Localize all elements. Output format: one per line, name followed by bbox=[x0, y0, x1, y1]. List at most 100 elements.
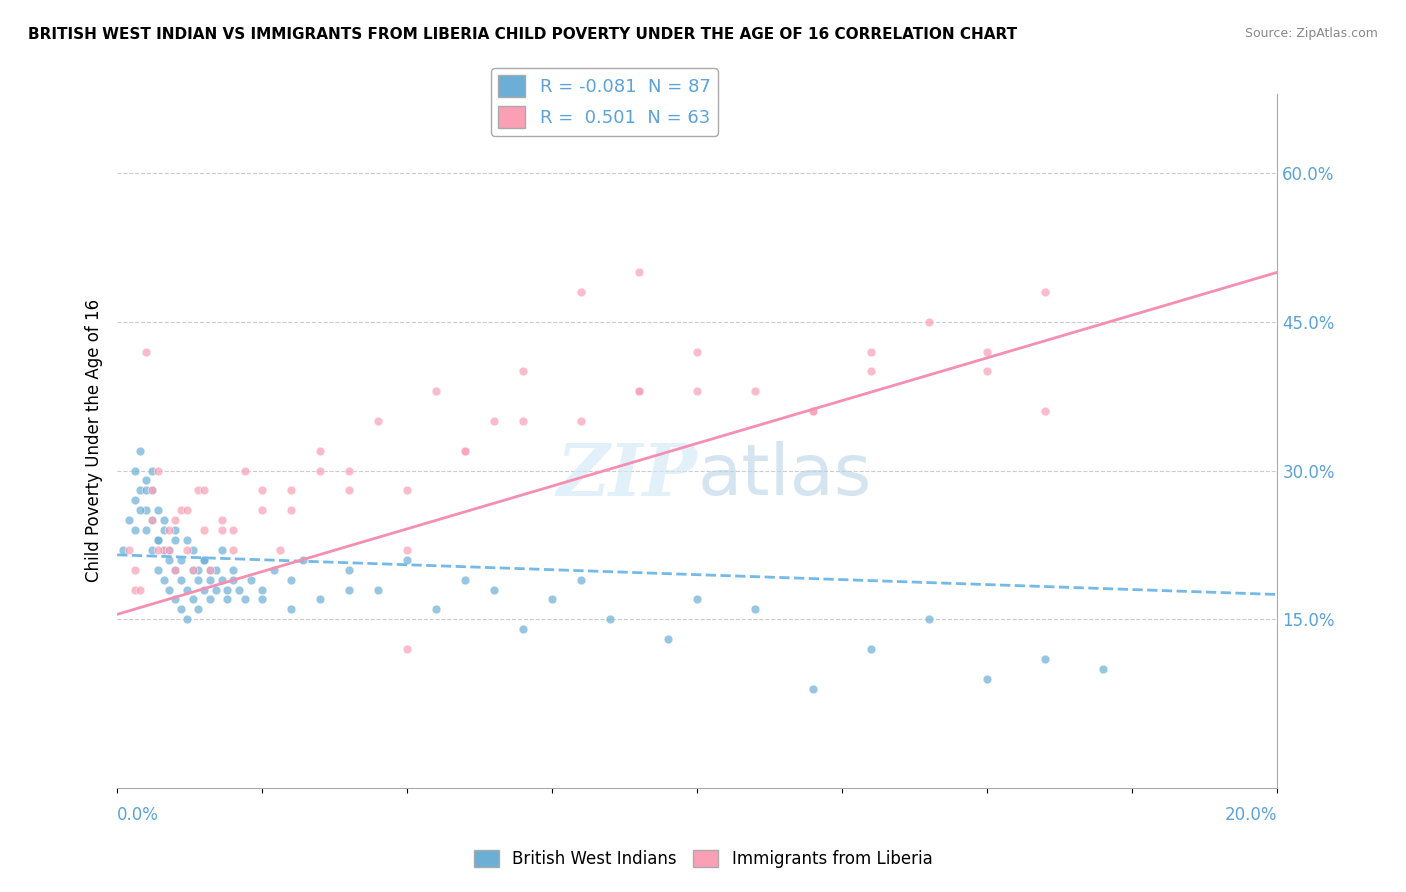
Point bbox=[152, 542, 174, 557]
Point bbox=[157, 542, 180, 557]
Point bbox=[193, 523, 215, 537]
Point bbox=[918, 612, 941, 626]
Point bbox=[337, 464, 360, 478]
Point bbox=[198, 563, 221, 577]
Point bbox=[124, 464, 146, 478]
Point bbox=[198, 573, 221, 587]
Point bbox=[129, 483, 152, 498]
Point bbox=[135, 503, 157, 517]
Point bbox=[801, 681, 824, 696]
Point bbox=[1092, 662, 1115, 676]
Point bbox=[146, 563, 169, 577]
Point bbox=[129, 443, 152, 458]
Text: ZIP: ZIP bbox=[557, 440, 697, 511]
Point bbox=[599, 612, 621, 626]
Point bbox=[367, 582, 389, 597]
Text: Source: ZipAtlas.com: Source: ZipAtlas.com bbox=[1244, 27, 1378, 40]
Point bbox=[176, 542, 198, 557]
Point bbox=[269, 542, 291, 557]
Point bbox=[569, 573, 592, 587]
Point bbox=[512, 414, 534, 428]
Point bbox=[309, 443, 332, 458]
Point bbox=[367, 414, 389, 428]
Point bbox=[1033, 404, 1056, 418]
Point bbox=[744, 602, 766, 616]
Point bbox=[181, 592, 204, 607]
Point bbox=[976, 364, 998, 378]
Point bbox=[187, 573, 209, 587]
Point bbox=[146, 464, 169, 478]
Point bbox=[239, 573, 262, 587]
Point bbox=[686, 384, 709, 399]
Point bbox=[198, 592, 221, 607]
Point bbox=[146, 503, 169, 517]
Point bbox=[141, 513, 163, 527]
Point bbox=[181, 563, 204, 577]
Point bbox=[181, 542, 204, 557]
Point bbox=[801, 404, 824, 418]
Point bbox=[176, 503, 198, 517]
Text: BRITISH WEST INDIAN VS IMMIGRANTS FROM LIBERIA CHILD POVERTY UNDER THE AGE OF 16: BRITISH WEST INDIAN VS IMMIGRANTS FROM L… bbox=[28, 27, 1018, 42]
Point bbox=[222, 563, 245, 577]
Point bbox=[744, 384, 766, 399]
Point bbox=[187, 483, 209, 498]
Point bbox=[484, 582, 506, 597]
Point bbox=[484, 414, 506, 428]
Point bbox=[686, 592, 709, 607]
Point bbox=[165, 523, 187, 537]
Point bbox=[157, 542, 180, 557]
Point bbox=[628, 384, 651, 399]
Point bbox=[204, 582, 226, 597]
Point bbox=[860, 344, 883, 359]
Point bbox=[263, 563, 285, 577]
Point bbox=[211, 573, 233, 587]
Point bbox=[512, 622, 534, 636]
Point bbox=[129, 503, 152, 517]
Point bbox=[135, 474, 157, 488]
Text: atlas: atlas bbox=[697, 441, 872, 510]
Point bbox=[141, 483, 163, 498]
Point bbox=[129, 582, 152, 597]
Point bbox=[337, 563, 360, 577]
Point bbox=[233, 592, 256, 607]
Point bbox=[187, 602, 209, 616]
Point bbox=[170, 553, 193, 567]
Point bbox=[135, 483, 157, 498]
Point bbox=[541, 592, 564, 607]
Point bbox=[204, 563, 226, 577]
Point bbox=[250, 582, 273, 597]
Point bbox=[309, 464, 332, 478]
Point bbox=[157, 523, 180, 537]
Point bbox=[250, 592, 273, 607]
Point bbox=[309, 592, 332, 607]
Point bbox=[396, 483, 419, 498]
Point bbox=[157, 553, 180, 567]
Text: 0.0%: 0.0% bbox=[117, 805, 159, 823]
Point bbox=[976, 672, 998, 686]
Point bbox=[280, 483, 302, 498]
Point bbox=[657, 632, 679, 646]
Point bbox=[686, 344, 709, 359]
Point bbox=[396, 553, 419, 567]
Point bbox=[124, 582, 146, 597]
Point bbox=[141, 513, 163, 527]
Point bbox=[222, 542, 245, 557]
Point bbox=[211, 513, 233, 527]
Point bbox=[118, 513, 141, 527]
Point bbox=[217, 592, 239, 607]
Point bbox=[337, 582, 360, 597]
Point bbox=[170, 503, 193, 517]
Point bbox=[176, 533, 198, 547]
Point bbox=[165, 563, 187, 577]
Point bbox=[217, 582, 239, 597]
Point bbox=[157, 582, 180, 597]
Point bbox=[152, 542, 174, 557]
Point bbox=[152, 573, 174, 587]
Point bbox=[569, 414, 592, 428]
Point bbox=[111, 542, 134, 557]
Point bbox=[454, 443, 477, 458]
Point bbox=[860, 364, 883, 378]
Point bbox=[250, 503, 273, 517]
Point bbox=[181, 563, 204, 577]
Point bbox=[193, 582, 215, 597]
